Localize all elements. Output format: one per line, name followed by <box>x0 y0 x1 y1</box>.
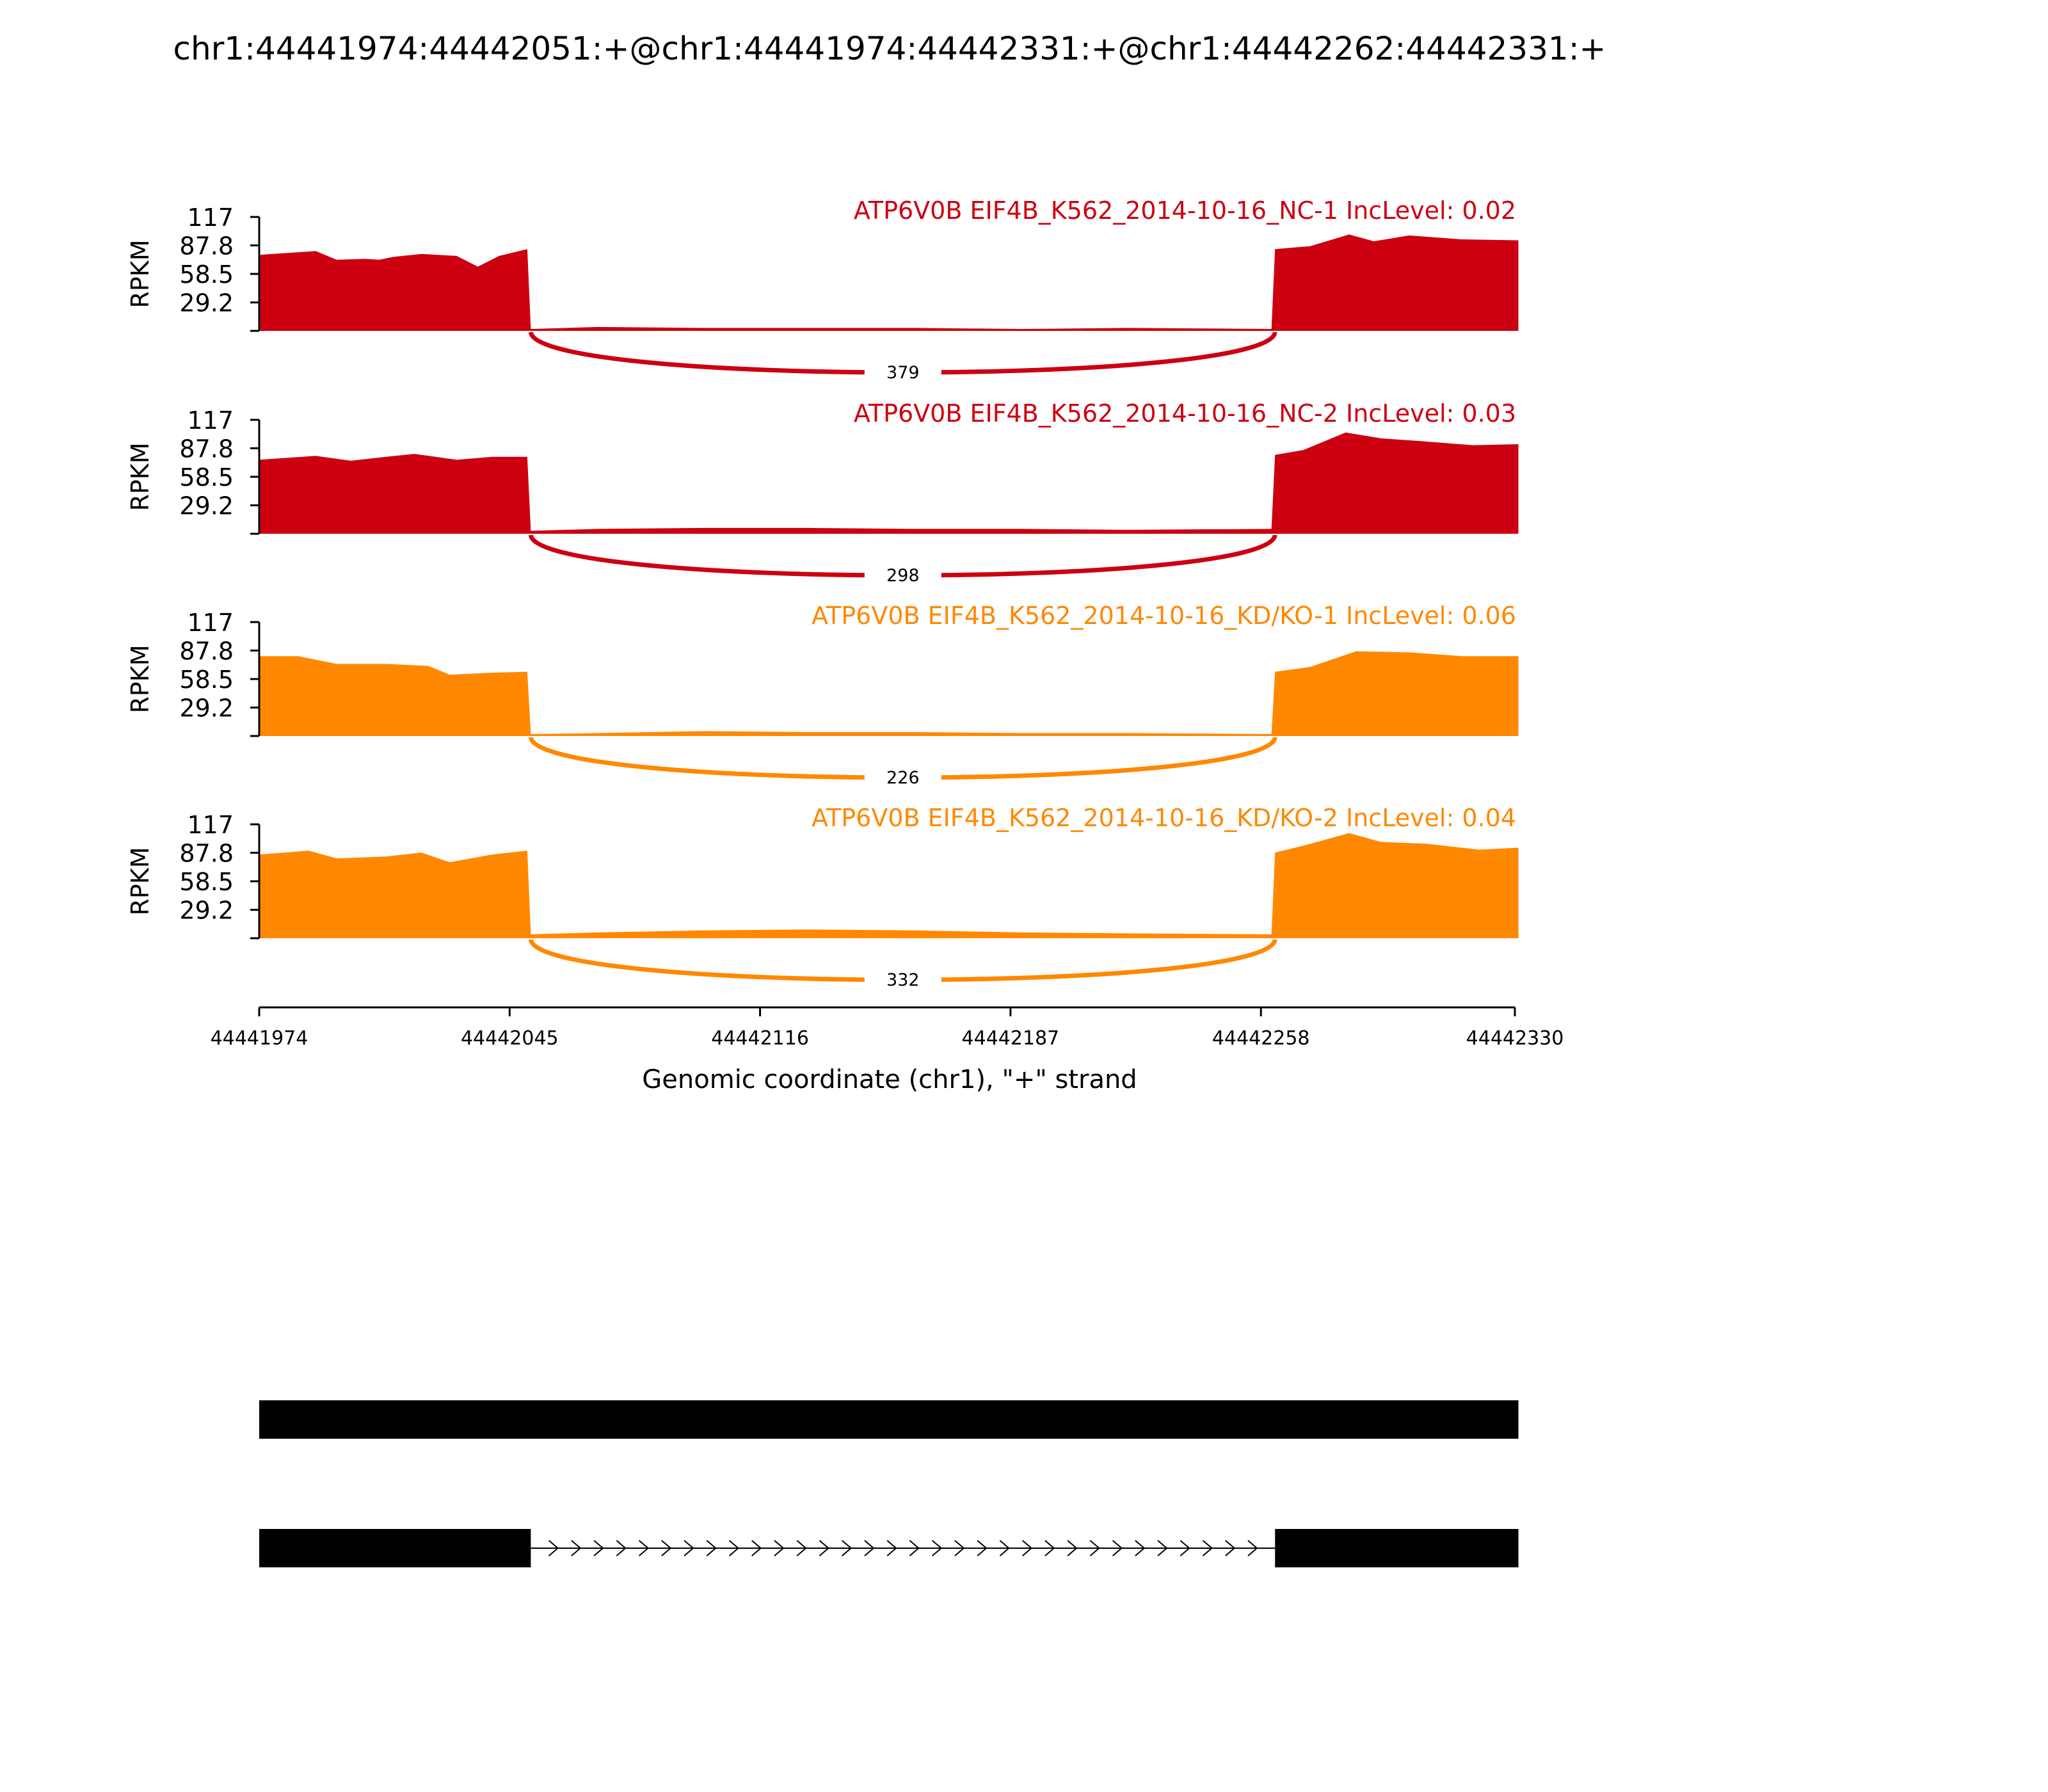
strand-chevron <box>1180 1540 1190 1556</box>
strand-chevron <box>886 1540 897 1556</box>
strand-chevron <box>864 1540 875 1556</box>
strand-chevron <box>1021 1540 1033 1556</box>
exon-block <box>1275 1529 1519 1567</box>
y-tick-label: 29.2 <box>179 492 234 520</box>
strand-chevron <box>616 1540 627 1556</box>
x-tick-label: 44442258 <box>1212 1027 1310 1050</box>
strand-chevron <box>819 1540 830 1556</box>
strand-chevron <box>977 1540 988 1556</box>
strand-chevron <box>1044 1540 1055 1556</box>
coverage-area <box>259 833 1519 938</box>
strand-chevron <box>1112 1540 1123 1556</box>
strand-chevron <box>684 1540 694 1556</box>
sample-panels: 379 ATP6V0B EIF4B_K562_2014-10-16_NC-1 In… <box>126 196 1519 993</box>
sample-label: ATP6V0B EIF4B_K562_2014-10-16_KD/KO-2 In… <box>812 804 1516 832</box>
exon-block <box>259 1400 1519 1439</box>
y-tick-label: 87.8 <box>179 435 234 463</box>
y-tick-label: 58.5 <box>179 868 234 896</box>
coverage-area <box>259 432 1519 534</box>
junction-label-box <box>864 563 941 589</box>
strand-chevron <box>774 1540 785 1556</box>
x-tick-label: 44442045 <box>461 1027 559 1050</box>
strand-chevron <box>1135 1540 1146 1556</box>
sample-label: ATP6V0B EIF4B_K562_2014-10-16_NC-2 IncLe… <box>854 399 1516 428</box>
isoform-track <box>259 1400 1519 1567</box>
y-axis-label: RPKM <box>126 847 154 915</box>
y-tick-label: 58.5 <box>179 666 234 694</box>
y-tick-label: 58.5 <box>179 463 234 492</box>
strand-chevron <box>548 1540 559 1556</box>
strand-chevron <box>999 1540 1010 1556</box>
isoform <box>259 1400 1519 1439</box>
y-tick-label: 58.5 <box>179 260 234 289</box>
sample-panel: 226 ATP6V0B EIF4B_K562_2014-10-16_KD/KO-1… <box>126 602 1519 791</box>
y-tick-label: 117 <box>187 406 234 435</box>
strand-chevron <box>842 1540 852 1556</box>
x-axis-label: Genomic coordinate (chr1), "+" strand <box>642 1065 1137 1094</box>
sample-label: ATP6V0B EIF4B_K562_2014-10-16_NC-1 IncLe… <box>854 196 1516 225</box>
y-tick-label: 117 <box>187 204 234 232</box>
strand-chevron <box>1157 1540 1168 1556</box>
strand-chevron <box>932 1540 943 1556</box>
strand-chevron <box>571 1540 582 1556</box>
y-axis-label: RPKM <box>126 442 154 511</box>
coverage-area <box>259 651 1519 736</box>
strand-chevron <box>706 1540 717 1556</box>
chart-title: chr1:44441974:44442051:+@chr1:44441974:4… <box>173 30 1606 67</box>
y-tick-label: 87.8 <box>179 637 234 665</box>
junction-label-box <box>864 967 941 993</box>
strand-chevron <box>1247 1540 1258 1556</box>
sample-panel: 379 ATP6V0B EIF4B_K562_2014-10-16_NC-1 In… <box>126 196 1519 386</box>
x-tick-label: 44442116 <box>711 1027 809 1050</box>
strand-chevron <box>751 1540 762 1556</box>
x-tick-label: 44442330 <box>1466 1027 1564 1050</box>
strand-chevron <box>661 1540 672 1556</box>
isoform <box>259 1529 1519 1567</box>
junction-count-label: 332 <box>886 970 920 990</box>
y-tick-label: 29.2 <box>179 694 234 723</box>
coverage-area <box>259 234 1519 331</box>
strand-chevron <box>593 1540 604 1556</box>
strand-chevron <box>909 1540 920 1556</box>
strand-chevron <box>728 1540 740 1556</box>
y-tick-label: 29.2 <box>179 289 234 317</box>
junction-label-box <box>864 360 941 386</box>
strand-chevron <box>954 1540 965 1556</box>
sample-label: ATP6V0B EIF4B_K562_2014-10-16_KD/KO-1 In… <box>812 602 1516 630</box>
x-tick-label: 44442187 <box>962 1027 1060 1050</box>
y-axis-label: RPKM <box>126 644 154 713</box>
junction-label-box <box>864 765 941 791</box>
junction-count-label: 298 <box>886 566 920 586</box>
y-tick-label: 87.8 <box>179 232 234 260</box>
strand-chevron <box>1067 1540 1078 1556</box>
junction-count-label: 226 <box>886 768 920 788</box>
strand-chevron <box>1202 1540 1213 1556</box>
strand-chevron <box>796 1540 807 1556</box>
strand-chevron <box>638 1540 650 1556</box>
exon-block <box>259 1529 531 1567</box>
strand-chevron <box>1225 1540 1236 1556</box>
junction-count-label: 379 <box>886 363 920 383</box>
y-axis-label: RPKM <box>126 239 154 308</box>
y-tick-label: 117 <box>187 811 234 839</box>
sample-panel: 332 ATP6V0B EIF4B_K562_2014-10-16_KD/KO-2… <box>126 804 1519 993</box>
strand-chevron <box>1089 1540 1100 1556</box>
y-tick-label: 87.8 <box>179 839 234 867</box>
sample-panel: 298 ATP6V0B EIF4B_K562_2014-10-16_NC-2 In… <box>126 399 1519 589</box>
y-tick-label: 117 <box>187 609 234 637</box>
x-tick-label: 44441974 <box>211 1027 308 1050</box>
y-tick-label: 29.2 <box>179 897 234 925</box>
x-axis: 44441974 44442045 44442116 44442187 44442258… <box>211 1006 1564 1050</box>
